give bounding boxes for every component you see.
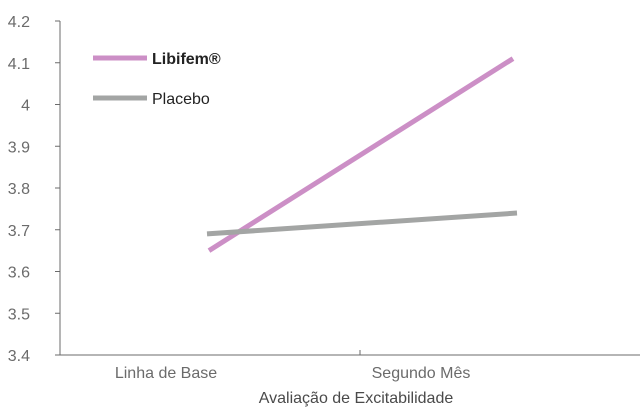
series-lines — [206, 56, 518, 253]
y-tick-label: 4 — [21, 98, 30, 115]
y-tick-label: 3.9 — [8, 139, 30, 156]
series-line-libifem — [207, 56, 515, 253]
x-axis-title: Avaliação de Excitabilidade — [259, 390, 454, 407]
x-tick-label: Segundo Mês — [372, 365, 471, 382]
y-tick-label: 4.2 — [8, 14, 30, 31]
legend-label: Placebo — [152, 91, 210, 108]
y-tick-label: 4.1 — [8, 56, 30, 73]
series-line-placebo — [206, 210, 518, 237]
x-axis: Linha de Base Segundo Mês — [60, 350, 640, 382]
y-tick-label: 3.8 — [8, 181, 30, 198]
y-tick-label: 3.5 — [8, 306, 30, 323]
y-tick-label: 3.4 — [8, 348, 30, 365]
legend: Libifem® Placebo — [93, 51, 221, 108]
x-tick-label: Linha de Base — [115, 365, 217, 382]
y-axis: 3.4 3.5 3.6 3.7 3.8 3.9 4 4.1 4.2 — [8, 14, 61, 365]
legend-label: Libifem® — [152, 51, 221, 68]
y-tick-label: 3.7 — [8, 223, 30, 240]
y-tick-label: 3.6 — [8, 265, 30, 282]
